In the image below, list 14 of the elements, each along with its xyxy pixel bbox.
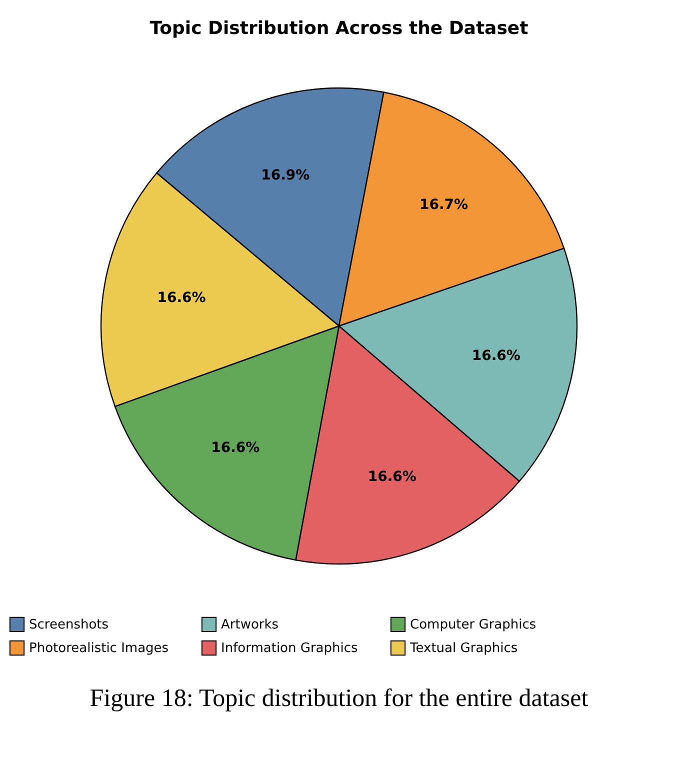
chart-title: Topic Distribution Across the Dataset xyxy=(150,18,529,39)
legend-label: Computer Graphics xyxy=(410,617,536,632)
legend-label: Information Graphics xyxy=(221,641,358,656)
legend-label: Photorealistic Images xyxy=(29,641,169,656)
data-label: 16.6% xyxy=(472,348,520,364)
legend-label: Textual Graphics xyxy=(409,641,518,656)
data-label: 16.9% xyxy=(261,167,310,184)
data-label: 16.6% xyxy=(211,440,260,456)
data-label: 16.6% xyxy=(157,290,206,306)
data-label: 16.7% xyxy=(419,197,468,214)
caption: Figure 18: Topic distribution for the entire dataset xyxy=(88,685,590,713)
legend-label: Artworks xyxy=(221,617,279,632)
legend-label: Screenshots xyxy=(29,617,109,632)
data-label: 16.6% xyxy=(368,468,416,485)
